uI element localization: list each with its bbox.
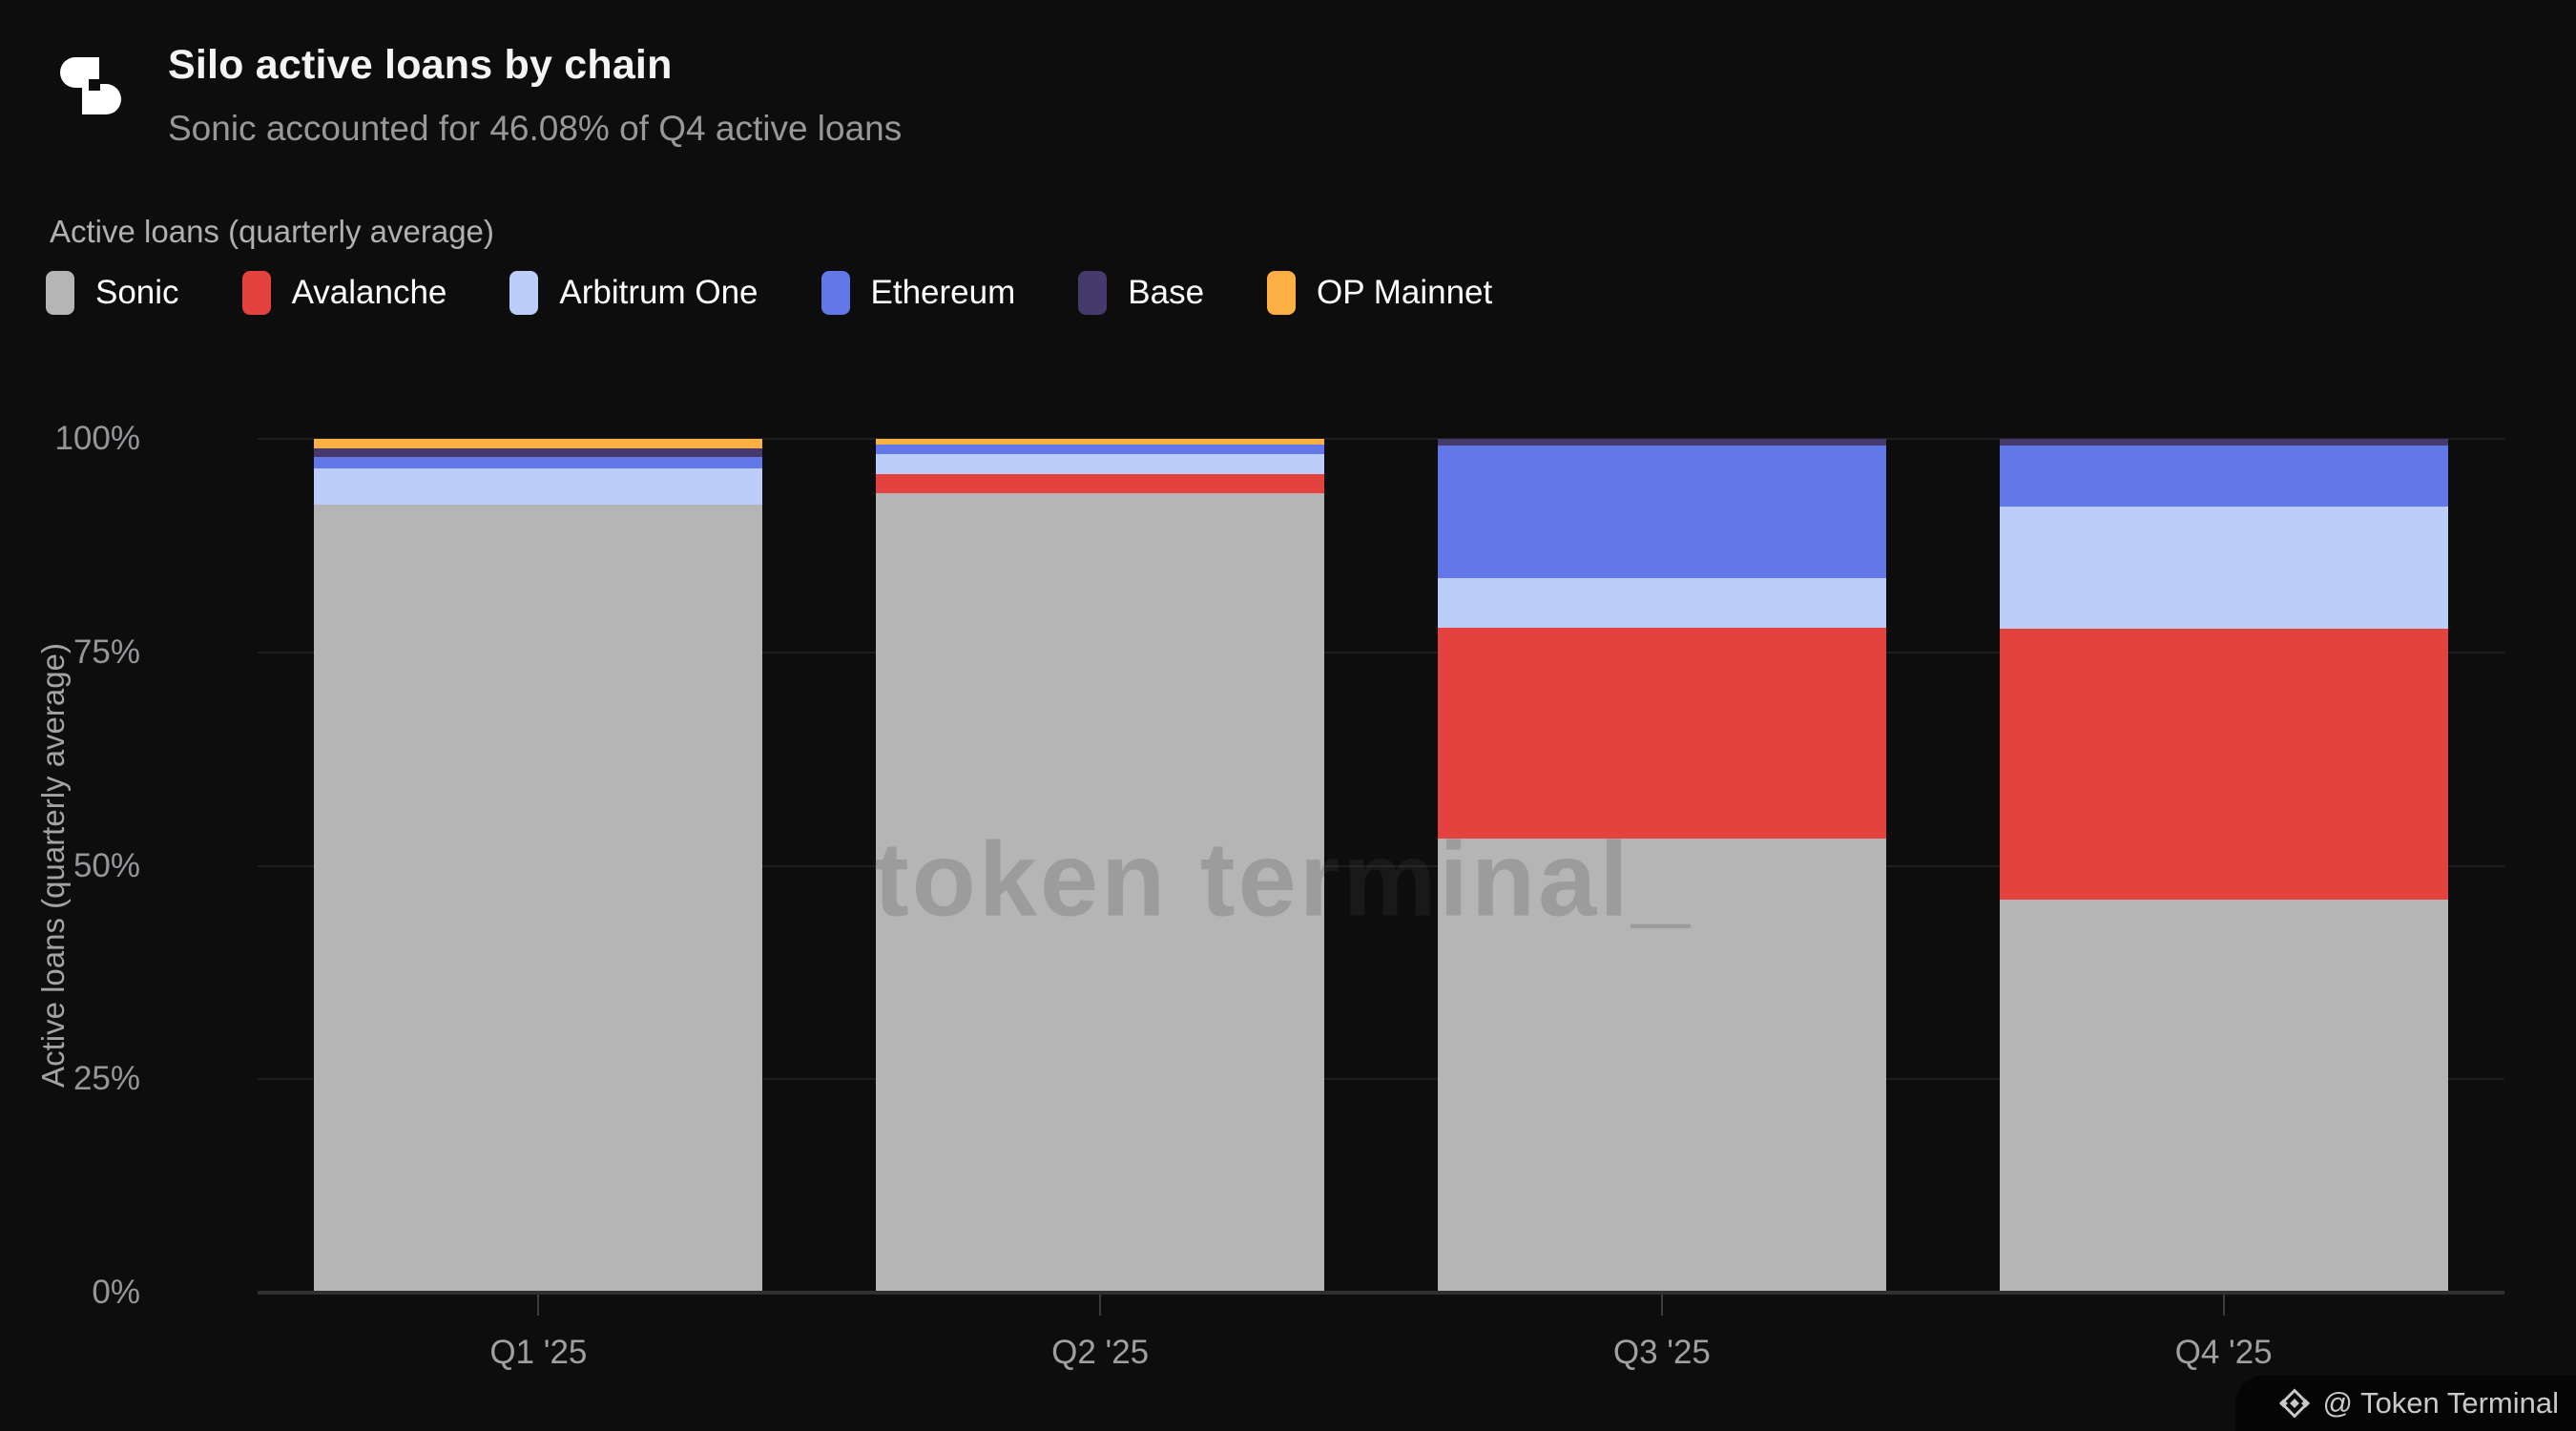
legend-swatch <box>1078 271 1108 315</box>
silo-logo <box>55 46 124 126</box>
legend-swatch <box>509 271 539 315</box>
bar-segment-ethereum[interactable] <box>1437 446 1886 578</box>
x-tick <box>2222 1295 2225 1316</box>
bar-segment-sonic[interactable] <box>876 493 1325 1293</box>
legend-item-ethereum[interactable]: Ethereum <box>821 271 1016 315</box>
attribution-link[interactable]: @ Token Terminal <box>2234 1376 2576 1431</box>
y-tick-label-75%: 75% <box>73 633 140 671</box>
legend-item-base[interactable]: Base <box>1078 271 1204 315</box>
legend-label: Base <box>1128 274 1205 311</box>
silo-logo-icon <box>60 57 121 114</box>
bar-segment-avalanche[interactable] <box>876 473 1325 494</box>
bar-segment-ethereum[interactable] <box>1999 446 2448 508</box>
legend-label: Sonic <box>95 274 179 311</box>
bar-segment-base[interactable] <box>1999 439 2448 446</box>
bar-segment-sonic[interactable] <box>314 504 763 1293</box>
x-axis-line <box>258 1291 2504 1295</box>
y-tick-label-25%: 25% <box>73 1060 140 1098</box>
bar-segment-ethereum[interactable] <box>314 456 763 469</box>
plot-area: 0% 25% 50% 75% 100% Q1 '25 Q2 '25 Q3 '25 Q4 '25 <box>54 420 2504 1371</box>
legend-item-avalanche[interactable]: Avalanche <box>241 271 447 315</box>
legend-title: Active loans (quarterly average) <box>50 214 494 249</box>
page-title: Silo active loans by chain <box>168 42 673 88</box>
legend-swatch <box>241 271 271 315</box>
x-tick-label-q225: Q2 '25 <box>1051 1334 1150 1371</box>
attribution-label: @ Token Terminal <box>2322 1386 2559 1420</box>
bar-segment-base[interactable] <box>314 447 763 457</box>
bar-segment-ethereum[interactable] <box>876 445 1325 455</box>
legend-label: Ethereum <box>870 274 1016 311</box>
x-tick <box>1099 1295 1102 1316</box>
legend-swatch <box>1267 271 1297 315</box>
x-tick-label-q425: Q4 '25 <box>2174 1334 2273 1371</box>
x-tick <box>537 1295 540 1316</box>
bar-segment-avalanche[interactable] <box>1437 627 1886 839</box>
legend-item-sonic[interactable]: Sonic <box>46 271 179 315</box>
legend-label: Arbitrum One <box>559 274 758 311</box>
bar-segment-op-mainnet[interactable] <box>876 439 1325 446</box>
y-tick-label-100%: 100% <box>54 420 140 457</box>
gridline-25% <box>258 1078 2504 1081</box>
bar-segment-sonic[interactable] <box>1999 899 2448 1293</box>
legend: Sonic Avalanche Arbitrum One Ethereum Base OP… <box>46 271 1492 315</box>
bar-segment-arbitrum-one[interactable] <box>314 468 763 505</box>
legend-label: Avalanche <box>291 274 447 311</box>
bar-segment-op-mainnet[interactable] <box>314 439 763 448</box>
bar-q125 <box>314 439 763 1293</box>
legend-swatch <box>46 271 74 315</box>
bar-segment-sonic[interactable] <box>1437 838 1886 1293</box>
y-tick-label-0%: 0% <box>92 1274 140 1311</box>
bar-q325 <box>1437 439 1886 1293</box>
bar-segment-base[interactable] <box>1437 439 1886 446</box>
x-tick-label-q325: Q3 '25 <box>1612 1334 1711 1371</box>
bar-q425 <box>1999 439 2448 1293</box>
x-tick <box>1660 1295 1663 1316</box>
legend-swatch <box>821 271 850 315</box>
bar-segment-arbitrum-one[interactable] <box>1999 507 2448 630</box>
bar-segment-avalanche[interactable] <box>1999 629 2448 900</box>
legend-item-op-mainnet[interactable]: OP Mainnet <box>1267 271 1492 315</box>
bar-q225 <box>876 439 1325 1293</box>
x-tick-label-q125: Q1 '25 <box>489 1334 588 1371</box>
page-subtitle: Sonic accounted for 46.08% of Q4 active … <box>168 109 903 148</box>
gridline-50% <box>258 864 2504 867</box>
legend-item-arbitrum-one[interactable]: Arbitrum One <box>509 271 758 315</box>
gridline-75% <box>258 651 2504 653</box>
bar-segment-arbitrum-one[interactable] <box>1437 577 1886 628</box>
token-terminal-icon <box>2278 1388 2310 1419</box>
gridline-100% <box>258 438 2504 440</box>
y-tick-label-50%: 50% <box>73 846 140 884</box>
legend-label: OP Mainnet <box>1317 274 1493 311</box>
bar-segment-arbitrum-one[interactable] <box>876 454 1325 474</box>
